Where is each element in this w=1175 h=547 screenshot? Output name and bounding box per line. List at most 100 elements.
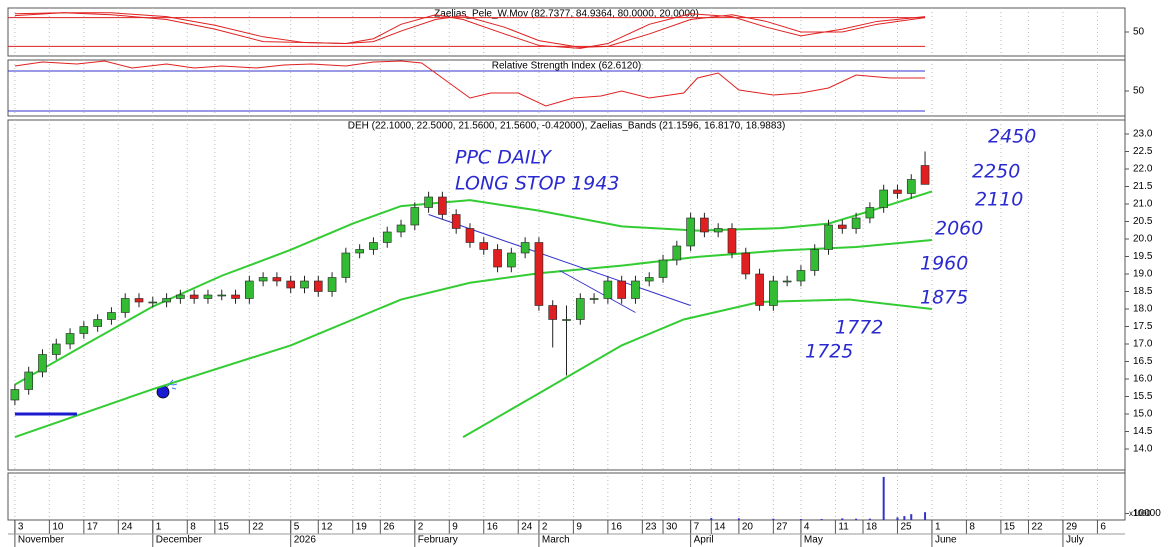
volume-bar <box>737 518 740 520</box>
candle-body <box>741 252 751 275</box>
candle-body <box>672 245 682 261</box>
candle-body <box>755 273 764 306</box>
candle-body <box>65 333 75 345</box>
x-tick-label: 2 <box>418 522 424 533</box>
candle-body <box>203 294 213 299</box>
x-tick-label: 20 <box>742 522 754 533</box>
candle-body <box>562 319 571 321</box>
candle-body <box>38 354 47 373</box>
candle-body <box>769 280 778 306</box>
y-tick-label: 50 <box>1133 86 1145 97</box>
candle-body <box>493 249 502 268</box>
x-tick-label: 5 <box>294 522 300 533</box>
candle-body <box>727 228 737 254</box>
x-tick-label: 30 <box>666 522 678 533</box>
x-tick-label: 29 <box>1066 522 1078 533</box>
candle-body <box>658 259 668 278</box>
trend-line <box>559 270 636 313</box>
volume-bar <box>924 512 927 520</box>
y-tick-label: 20.0 <box>1133 234 1153 245</box>
annotation: 2060 <box>935 218 983 240</box>
x-tick-label: 9 <box>452 522 458 533</box>
candle-body <box>603 280 613 299</box>
x-tick-label: 4 <box>804 522 810 533</box>
candle-body <box>355 249 364 254</box>
candle-body <box>79 326 89 334</box>
x-tick-label: 1 <box>156 522 162 533</box>
x-tick-label: 22 <box>1031 522 1043 533</box>
month-label: July <box>1066 535 1084 546</box>
unit-label: x1000 <box>1129 509 1151 518</box>
annotation: PPC DAILY <box>455 147 552 169</box>
x-tick-label: 25 <box>900 522 912 533</box>
candle-body <box>369 242 378 250</box>
candle-body <box>410 207 420 226</box>
candle-body <box>713 228 723 233</box>
x-tick-label: 17 <box>87 522 99 533</box>
x-tick-label: 7 <box>694 522 700 533</box>
y-tick-label: 50 <box>1133 27 1145 38</box>
candle-body <box>879 189 888 208</box>
indicator-line <box>14 12 926 48</box>
candle-body <box>93 319 102 327</box>
y-tick-label: 20.5 <box>1133 216 1153 227</box>
y-tick-label: 17.5 <box>1133 321 1153 332</box>
x-tick-label: 15 <box>1004 522 1016 533</box>
volume-bar <box>710 518 713 520</box>
candle-body <box>534 242 544 306</box>
volume-bar <box>903 516 906 520</box>
volume-bar <box>841 518 844 520</box>
candle-body <box>10 389 20 401</box>
candle-body <box>644 277 654 282</box>
x-tick-label: 8 <box>969 522 975 533</box>
month-label: February <box>418 535 458 546</box>
x-tick-label: 8 <box>190 522 196 533</box>
candle-body <box>451 214 461 229</box>
panel-title: DEH (22.1000, 22.5000, 21.5600, 21.5600,… <box>348 121 786 132</box>
candle-body <box>700 217 709 233</box>
candle-body <box>617 280 626 299</box>
annotation: 1772 <box>835 317 883 339</box>
y-tick-label: 15.0 <box>1133 409 1153 420</box>
volume-bar <box>820 519 823 520</box>
y-tick-label: 21.5 <box>1133 181 1153 192</box>
candle-body <box>796 270 806 282</box>
y-tick-label: 14.5 <box>1133 426 1153 437</box>
candle-body <box>258 277 268 282</box>
candle-body <box>162 298 171 303</box>
x-tick-label: 9 <box>576 522 582 533</box>
candle-body <box>865 207 875 219</box>
candle-body <box>382 231 392 243</box>
candle-body <box>120 298 130 313</box>
candle-body <box>851 217 861 229</box>
candle-body <box>217 294 227 297</box>
x-tick-label: 18 <box>866 522 878 533</box>
x-tick-label: 2 <box>542 522 548 533</box>
candle-body <box>520 242 530 254</box>
volume-bar <box>772 518 775 520</box>
x-tick-label: 16 <box>611 522 623 533</box>
candle-body <box>176 294 185 299</box>
candle-body <box>107 312 116 320</box>
x-tick-label: 15 <box>218 522 230 533</box>
candle-body <box>782 280 792 283</box>
annotation: 2450 <box>988 126 1036 148</box>
x-tick-label: 3 <box>18 522 24 533</box>
volume-bar <box>855 518 858 520</box>
x-tick-label: 11 <box>838 522 849 533</box>
candle-body <box>465 228 475 243</box>
month-label: November <box>18 535 65 546</box>
annotation: 2110 <box>975 189 1023 211</box>
candle-body <box>189 294 199 299</box>
x-tick-label: 14 <box>714 522 726 533</box>
candle-body <box>341 252 351 278</box>
annotation: 1725 <box>805 341 853 363</box>
candle-body <box>686 217 695 247</box>
indicator-line <box>14 60 926 107</box>
x-tick-label: 12 <box>321 522 333 533</box>
candle-body <box>824 224 833 250</box>
y-tick-label: 15.5 <box>1133 391 1153 402</box>
indicator-line <box>14 12 926 49</box>
volume-bar <box>868 518 871 520</box>
